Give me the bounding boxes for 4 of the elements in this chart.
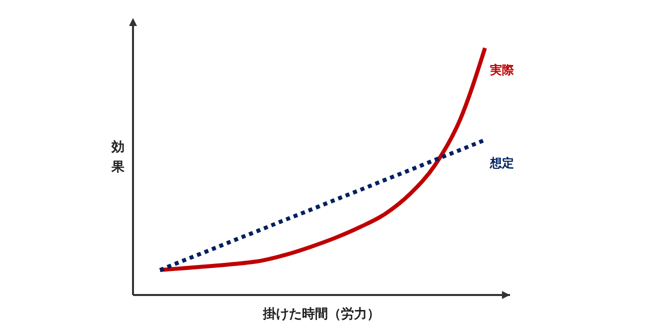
y-axis-title: 効果 xyxy=(110,139,126,175)
series-label: 想定 xyxy=(489,156,514,170)
x-axis-title: 掛けた時間（労力） xyxy=(262,306,380,322)
series-label: 実際 xyxy=(489,63,515,77)
